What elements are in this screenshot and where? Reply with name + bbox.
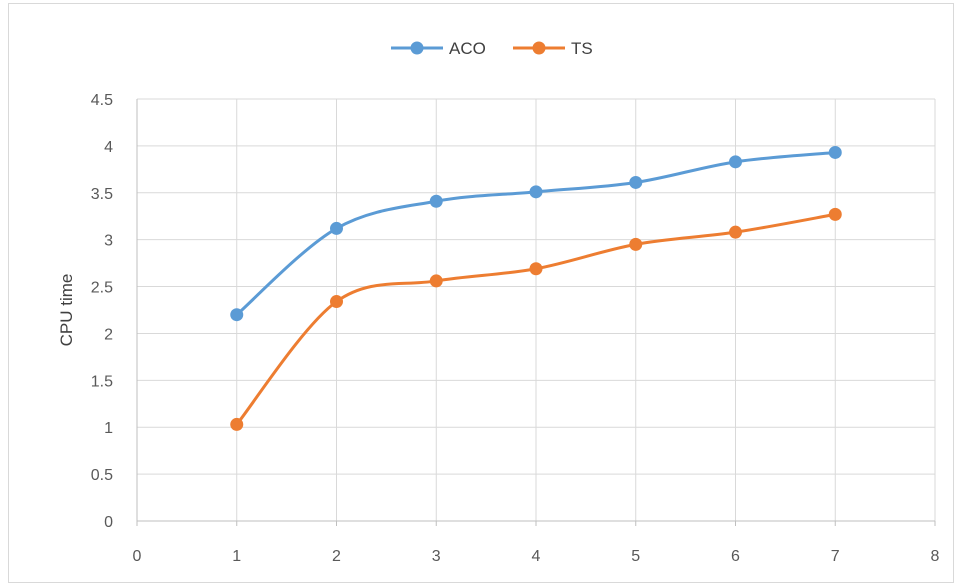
x-tick-label: 8: [931, 548, 940, 565]
y-tick-labels: 0 0.5 1 1.5 2 2.5 3 3.5 4 4.5: [91, 92, 113, 531]
x-tick-labels: 0 1 2 3 4 5 6 7 8: [133, 548, 940, 565]
y-tick-label: 3: [104, 233, 113, 250]
x-tick-label: 4: [532, 548, 541, 565]
data-point-ts: [828, 207, 842, 221]
data-point-ts: [729, 225, 742, 239]
y-tick-label: 4: [104, 139, 113, 156]
data-point-aco: [230, 308, 244, 322]
x-tick-label: 1: [232, 548, 241, 565]
legend-entry-ts: TS: [513, 39, 593, 58]
data-point-aco: [429, 194, 443, 208]
series-layer: [230, 145, 842, 431]
data-point-aco: [330, 221, 343, 235]
x-tick-label: 0: [133, 548, 142, 565]
legend-label: ACO: [449, 39, 486, 58]
data-point-ts: [429, 274, 443, 288]
legend: ACO TS: [391, 39, 593, 58]
y-tick-label: 0: [104, 514, 113, 531]
data-point-ts: [529, 262, 543, 276]
y-tick-label: 4.5: [91, 92, 113, 109]
data-point-aco: [729, 155, 742, 169]
series-ts: [230, 207, 842, 431]
data-point-aco: [828, 145, 842, 159]
y-tick-label: 2: [104, 326, 113, 343]
y-tick-label: 0.5: [91, 467, 113, 484]
y-tick-label: 3.5: [91, 186, 113, 203]
data-point-ts: [629, 237, 643, 251]
legend-swatch-marker: [410, 41, 424, 55]
series-aco: [230, 145, 842, 322]
data-point-aco: [629, 175, 643, 189]
y-axis-title: CPU time: [57, 274, 76, 347]
x-tick-label: 7: [831, 548, 840, 565]
legend-swatch-marker: [532, 41, 546, 55]
data-point-ts: [230, 417, 244, 431]
x-tick-label: 6: [731, 548, 740, 565]
data-point-ts: [330, 295, 343, 309]
x-tick-label: 5: [631, 548, 640, 565]
gridlines: [137, 98, 936, 521]
y-tick-label: 1: [104, 420, 113, 437]
y-tick-label: 2.5: [91, 280, 113, 297]
data-point-aco: [529, 185, 543, 199]
x-tick-label: 2: [332, 548, 341, 565]
legend-label: TS: [571, 39, 593, 58]
axes: [136, 99, 936, 526]
y-tick-label: 1.5: [91, 373, 113, 390]
legend-entry-aco: ACO: [391, 39, 486, 58]
x-tick-label: 3: [432, 548, 441, 565]
chart-frame: [8, 3, 954, 583]
